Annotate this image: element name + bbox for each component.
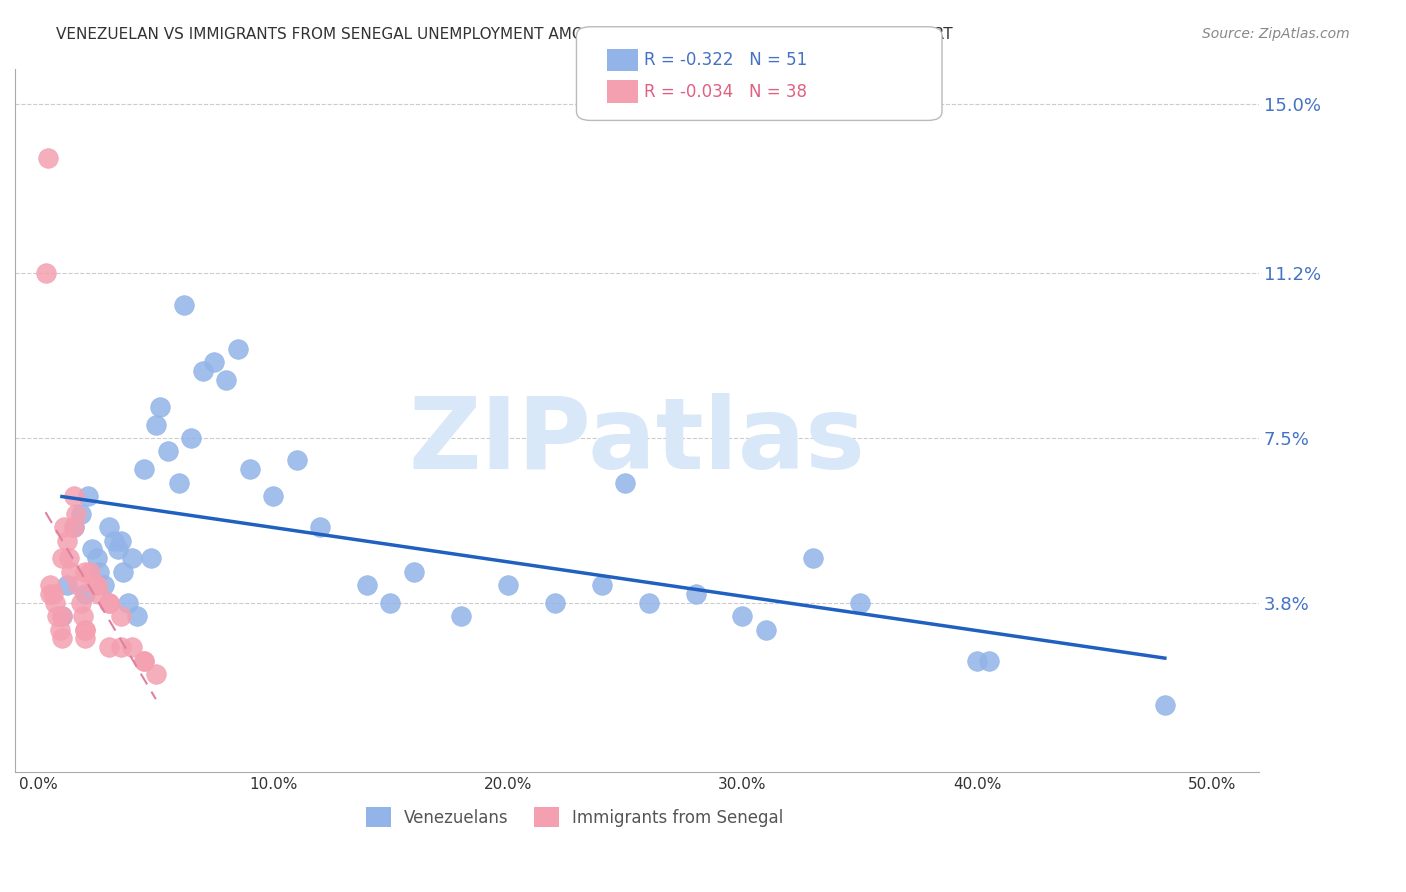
Point [72,609,94,624]
Point [226,342,249,356]
Point [285,453,308,467]
Point [107,542,129,557]
Point [97,596,120,610]
Point [110,533,132,548]
Point [110,609,132,624]
Point [103,533,125,548]
Point [34,266,56,280]
Point [97,596,120,610]
Text: R = -0.034   N = 38: R = -0.034 N = 38 [644,83,807,101]
Point [496,578,519,592]
Point [977,654,1000,668]
Text: Source: ZipAtlas.com: Source: ZipAtlas.com [1202,27,1350,41]
Point [966,654,988,668]
Point [82,542,104,557]
Point [111,565,134,579]
Point [41,587,63,601]
Point [51,632,73,646]
Point [86,578,108,592]
Point [39,578,62,592]
Point [204,355,226,369]
Point [117,596,139,610]
Point [309,520,332,534]
Point [215,373,238,387]
Legend: Venezuelans, Immigrants from Senegal: Venezuelans, Immigrants from Senegal [360,800,790,834]
Point [75,565,97,579]
Point [156,444,179,458]
Point [75,587,97,601]
Point [60,565,83,579]
Point [75,623,97,637]
Point [544,596,567,610]
Point [132,654,155,668]
Point [62,520,84,534]
Point [145,417,167,432]
Point [69,507,91,521]
Point [731,609,754,624]
Point [402,565,425,579]
Point [55,533,77,548]
Point [76,489,98,503]
Point [55,578,77,592]
Point [51,609,73,624]
Text: VENEZUELAN VS IMMIGRANTS FROM SENEGAL UNEMPLOYMENT AMONG AGES 60 TO 64 YEARS COR: VENEZUELAN VS IMMIGRANTS FROM SENEGAL UN… [56,27,953,42]
Point [132,462,155,476]
Point [685,587,707,601]
Point [167,475,190,490]
Point [65,507,87,521]
Point [62,489,84,503]
Point [239,462,262,476]
Point [450,609,472,624]
Point [39,587,62,601]
Point [356,578,378,592]
Text: ZIPatlas: ZIPatlas [408,392,865,490]
Point [173,297,195,311]
Point [614,475,637,490]
Point [67,578,90,592]
Point [191,364,214,378]
Point [110,640,132,655]
Point [62,520,84,534]
Point [145,667,167,681]
Point [58,551,80,566]
Point [380,596,402,610]
Point [89,587,111,601]
Point [83,578,105,592]
Point [180,431,202,445]
Point [86,551,108,566]
Point [48,623,70,637]
Point [801,551,824,566]
Point [97,640,120,655]
Point [97,520,120,534]
Point [51,551,73,566]
Point [1153,698,1175,713]
Point [53,520,76,534]
Point [121,640,143,655]
Point [46,609,69,624]
Point [139,551,162,566]
Point [591,578,613,592]
Point [69,596,91,610]
Point [75,632,97,646]
Point [149,400,172,414]
Point [637,596,659,610]
Point [262,489,284,503]
Text: R = -0.322   N = 51: R = -0.322 N = 51 [644,51,807,69]
Point [121,551,143,566]
Point [51,609,73,624]
Point [44,596,66,610]
Point [93,578,115,592]
Point [89,565,111,579]
Point [849,596,872,610]
Point [755,623,778,637]
Point [132,654,155,668]
Point [79,565,101,579]
Point [75,623,97,637]
Point [125,609,148,624]
Point [37,151,59,165]
